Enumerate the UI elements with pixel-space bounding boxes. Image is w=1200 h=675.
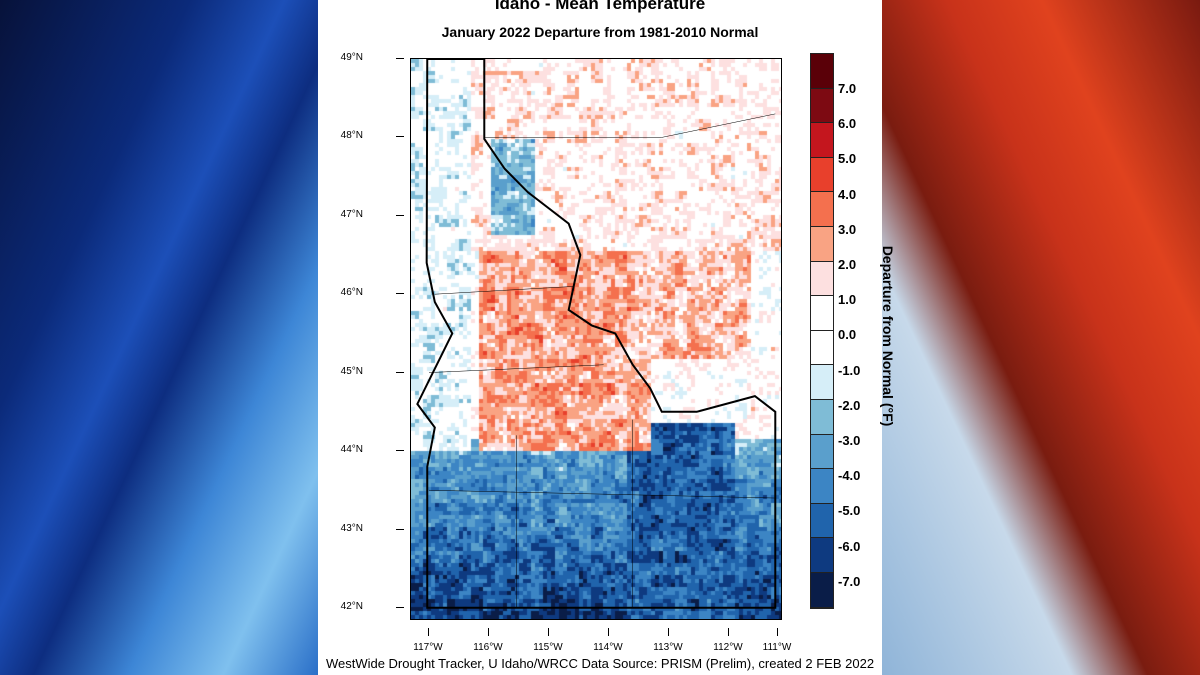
colorbar-label: 2.0: [838, 257, 857, 272]
colorbar-label: -7.0: [838, 573, 861, 589]
lat-tick: [396, 372, 404, 373]
colorbar: [810, 53, 834, 609]
lon-tick: [608, 628, 609, 636]
lat-label: 43°N: [340, 523, 363, 534]
county-line: [434, 286, 575, 295]
lon-tick: [728, 628, 729, 636]
colorbar-label: -4.0: [838, 468, 861, 484]
colorbar-swatch: [811, 123, 833, 158]
lon-label: 114°W: [593, 642, 623, 653]
lat-tick: [396, 607, 404, 608]
colorbar-swatch: [811, 469, 833, 504]
colorbar-swatch: [811, 261, 833, 297]
lon-tick: [428, 628, 429, 636]
colorbar-swatch: [811, 538, 833, 573]
lat-label: 42°N: [340, 601, 363, 612]
colorbar-swatch: [811, 434, 833, 470]
background-red-stripes: [882, 0, 1200, 675]
map-subtitle: January 2022 Departure from 1981-2010 No…: [441, 24, 759, 40]
colorbar-swatch: [811, 330, 833, 366]
lat-label: 47°N: [340, 209, 363, 220]
colorbar-label: 7.0: [838, 81, 857, 96]
colorbar-title: Departure from Normal (°F): [880, 245, 896, 427]
colorbar-label: -5.0: [838, 503, 861, 519]
county-line: [484, 113, 776, 138]
idaho-state-border: [416, 59, 777, 609]
lat-tick: [396, 215, 404, 216]
lat-tick: [396, 293, 404, 294]
colorbar-swatch: [811, 365, 833, 400]
map-panel: Idaho - Mean Temperature January 2022 De…: [318, 0, 896, 675]
colorbar-label: -3.0: [838, 433, 861, 448]
colorbar-swatch: [811, 296, 833, 331]
temperature-raster: [411, 59, 781, 619]
colorbar-label: -2.0: [838, 397, 861, 413]
lon-label: 116°W: [473, 642, 503, 653]
lat-tick: [396, 58, 404, 59]
lat-tick: [396, 450, 404, 451]
lat-label: 45°N: [340, 366, 363, 377]
colorbar-swatch: [811, 88, 833, 124]
temperature-departure-map: [410, 58, 782, 620]
colorbar-label: 1.0: [838, 292, 857, 308]
lon-label: 111°W: [762, 642, 792, 653]
colorbar-swatch: [811, 157, 833, 193]
lon-label: 112°W: [713, 642, 743, 653]
lon-tick: [488, 628, 489, 636]
colorbar-label: -6.0: [838, 538, 861, 554]
boundaries-layer: [416, 59, 777, 609]
colorbar-label: -1.0: [838, 362, 861, 378]
colorbar-swatch: [811, 54, 833, 89]
lat-tick: [396, 529, 404, 530]
lat-label: 44°N: [340, 444, 363, 455]
source-credit: WestWide Drought Tracker, U Idaho/WRCC D…: [325, 656, 875, 671]
county-line: [428, 364, 604, 373]
colorbar-label: 6.0: [838, 116, 857, 132]
lon-label: 113°W: [653, 642, 683, 653]
lat-label: 46°N: [340, 287, 363, 298]
lat-label: 49°N: [340, 52, 363, 63]
lon-tick: [548, 628, 549, 636]
lon-label: 115°W: [533, 642, 563, 653]
colorbar-swatch: [811, 399, 833, 435]
lon-label: 117°W: [413, 642, 443, 653]
colorbar-swatch: [811, 192, 833, 227]
lon-tick: [668, 628, 669, 636]
colorbar-label: 4.0: [838, 186, 857, 202]
lat-tick: [396, 136, 404, 137]
colorbar-swatch: [811, 572, 833, 608]
colorbar-label: 0.0: [838, 327, 857, 343]
colorbar-swatch: [811, 226, 833, 262]
county-line: [428, 489, 776, 499]
lat-label: 48°N: [340, 130, 363, 141]
colorbar-label: 3.0: [838, 221, 857, 237]
background-blue-stripes: [0, 0, 318, 675]
map-title: Idaho - Mean Temperature: [494, 0, 706, 13]
colorbar-swatch: [811, 503, 833, 539]
colorbar-label: 5.0: [838, 151, 857, 167]
lon-tick: [777, 628, 778, 636]
